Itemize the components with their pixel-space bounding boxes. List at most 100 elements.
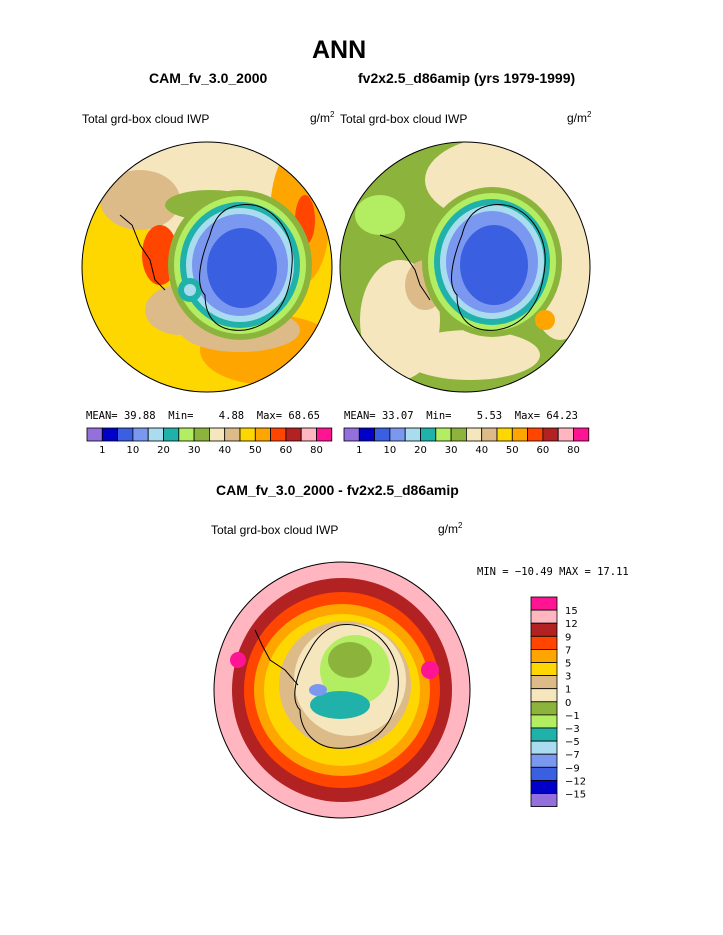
panel2-case-title: fv2x2.5_d86amip (yrs 1979-1999) <box>358 70 576 86</box>
colorbar-diff-cell <box>530 635 558 650</box>
colorbar-1-cell <box>178 427 195 442</box>
colorbar-diff-cell <box>530 688 558 703</box>
panel2-field-label: Total grd-box cloud IWP <box>340 112 468 126</box>
panel1-stats: MEAN= 39.88 Min= 4.88 Max= 68.65 <box>86 410 320 422</box>
colorbar-2-tick-label: 80 <box>567 445 580 456</box>
panel2-mean-label: MEAN= <box>344 410 376 422</box>
colorbar-1-tick-label: 1 <box>99 445 105 456</box>
colorbar-diff-cell <box>530 740 558 755</box>
colorbar-2-tick-label: 10 <box>384 445 397 456</box>
colorbar-1-tick-label: 60 <box>280 445 293 456</box>
colorbar-diff-tick-label: −12 <box>565 776 586 787</box>
colorbar-2-cell <box>435 427 452 442</box>
colorbar-2-cell <box>374 427 391 442</box>
colorbar-diff-tick-label: −7 <box>565 750 580 761</box>
panel2-stats: MEAN= 33.07 Min= 5.53 Max= 64.23 <box>344 410 578 422</box>
colorbar-diff-tick-label: 5 <box>565 659 571 670</box>
panel1-units: g/m2 <box>310 110 335 125</box>
panel1-case-title: CAM_fv_3.0_2000 <box>149 70 268 86</box>
colorbar-2-cell <box>389 427 406 442</box>
colorbar-1-cell <box>147 427 164 442</box>
panel2-max-label: Max= <box>514 410 541 422</box>
colorbar-2-cell <box>420 427 437 442</box>
colorbar-diff-tick-label: −5 <box>565 737 580 748</box>
colorbar-diff-cell <box>530 596 558 611</box>
colorbar-1-tick-label: 10 <box>127 445 140 456</box>
map-panel-2 <box>340 142 590 392</box>
colorbar-2-cell <box>343 427 360 442</box>
colorbar-diff-cell <box>530 780 558 794</box>
plot-title: ANN <box>312 36 367 64</box>
colorbar-1-tick-label: 20 <box>157 445 170 456</box>
colorbar-1-cell <box>101 427 119 442</box>
colorbar-diff-cell <box>530 753 558 768</box>
panel1-mean-label: MEAN= <box>86 410 118 422</box>
colorbar-diff-tick-label: −9 <box>565 763 580 774</box>
colorbar-2-tick-label: 20 <box>414 445 427 456</box>
colorbar-diff-cell <box>530 609 558 624</box>
colorbar-diff-cell <box>530 649 558 663</box>
colorbar-diff-tick-label: −3 <box>565 724 580 735</box>
panel2-min: 5.53 <box>476 410 503 422</box>
colorbar-1-cell <box>163 427 180 442</box>
panel1-max: 68.65 <box>288 410 320 422</box>
colorbar-1-tick-label: 40 <box>218 445 231 456</box>
colorbar-1-cell <box>316 427 333 442</box>
colorbar-diff-tick-label: −1 <box>565 711 580 722</box>
colorbar-diff-cell <box>530 675 558 690</box>
colorbar-2-tick-label: 1 <box>356 445 362 456</box>
colorbar-2-tick-label: 30 <box>445 445 458 456</box>
colorbar-1-cell <box>193 427 210 442</box>
colorbar-diff-cell <box>530 793 558 808</box>
colorbar-2-tick-label: 60 <box>537 445 550 456</box>
colorbar-2-cell <box>542 427 559 442</box>
colorbar-1-cell <box>132 427 149 442</box>
difference-title: CAM_fv_3.0_2000 - fv2x2.5_d86amip <box>216 482 459 498</box>
colorbar-1-tick-label: 80 <box>310 445 323 456</box>
colorbar-2-cell <box>481 427 498 442</box>
colorbar-diff-tick-label: 1 <box>565 685 571 696</box>
colorbar-1-cell <box>300 427 317 442</box>
colorbar-diff-cell <box>530 662 558 677</box>
panel1-mean: 39.88 <box>123 410 156 422</box>
colorbar-2-cell <box>511 427 528 442</box>
colorbar-diff-tick-label: 15 <box>565 606 578 617</box>
colorbar-diff-tick-label: 3 <box>565 672 571 683</box>
difference-field-label: Total grd-box cloud IWP <box>211 523 339 537</box>
colorbar-1-tick-label: 30 <box>188 445 201 456</box>
colorbar-2-cell <box>358 427 375 442</box>
panel1-min: 4.88 <box>218 410 245 422</box>
panel2-min-label: Min= <box>426 410 452 422</box>
colorbar-1-cell <box>224 427 241 442</box>
colorbar-2-cell <box>404 427 421 442</box>
colorbar-diff-cell <box>530 622 558 637</box>
colorbar-diff-tick-label: 7 <box>565 645 571 656</box>
colorbar-1-cell <box>270 427 287 442</box>
panel2-units: g/m2 <box>567 110 592 125</box>
colorbar-diff-tick-label: 9 <box>565 632 571 643</box>
panel2-mean: 33.07 <box>381 410 414 422</box>
panel1-field-label: Total grd-box cloud IWP <box>82 112 210 126</box>
colorbar-2-cell <box>496 427 513 442</box>
colorbar-1-cell <box>86 427 103 442</box>
colorbar-1-cell <box>285 427 302 442</box>
panel2-max: 64.23 <box>546 410 578 422</box>
difference-minmax: MIN = −10.49 MAX = 17.11 <box>477 566 629 578</box>
colorbar-2-tick-label: 50 <box>506 445 519 456</box>
colorbar-diff-cell <box>530 701 558 716</box>
colorbar-diff-tick-label: 12 <box>565 619 578 630</box>
colorbar-2-cell <box>465 427 483 442</box>
colorbar-2-tick-label: 40 <box>475 445 488 456</box>
colorbar-diff-cell <box>530 766 558 781</box>
colorbar-diff-tick-label: 0 <box>565 698 571 709</box>
colorbar-diff-tick-label: −15 <box>565 790 586 801</box>
colorbar-2-cell <box>450 427 467 442</box>
map-difference <box>214 562 470 818</box>
panel1-max-label: Max= <box>256 410 283 422</box>
colorbar-1-tick-label: 50 <box>249 445 262 456</box>
colorbar-2-cell <box>557 427 574 442</box>
colorbar-2-cell <box>573 427 590 442</box>
